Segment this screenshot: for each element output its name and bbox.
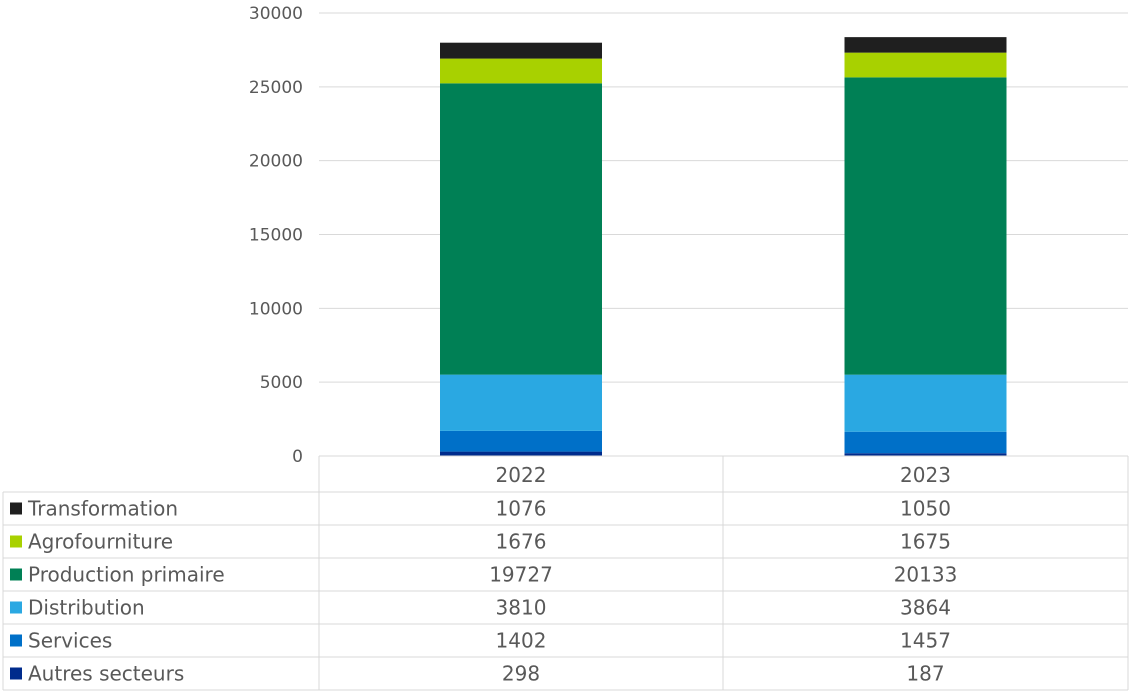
- bar-segment: [844, 37, 1007, 53]
- bar-segment: [440, 42, 602, 59]
- bar-segment: [844, 374, 1007, 432]
- bar-segment: [440, 374, 602, 431]
- data-label: 1402: [496, 629, 547, 653]
- bar-segment: [844, 52, 1007, 78]
- bar-segment: [440, 430, 602, 452]
- data-label: 1076: [496, 497, 547, 521]
- series-label: Production primaire: [28, 563, 225, 587]
- y-tick-label: 0: [292, 447, 303, 467]
- data-table: 2022 2023 Transformation 1076 1050 Agrofourni…: [2, 455, 1129, 691]
- y-tick-label: 30000: [249, 4, 303, 24]
- y-tick-label: 10000: [249, 299, 303, 319]
- series-label: Distribution: [28, 596, 145, 620]
- legend-swatch: [10, 568, 22, 581]
- legend-swatch: [10, 667, 22, 680]
- legend-swatch: [10, 601, 22, 614]
- data-label: 19727: [489, 563, 553, 587]
- bar-segment: [440, 58, 602, 84]
- series-label: Autres secteurs: [28, 662, 184, 686]
- series-label: Transformation: [27, 497, 178, 521]
- y-tick-label: 15000: [249, 226, 303, 246]
- y-tick-label: 25000: [249, 78, 303, 98]
- bar-segment: [844, 453, 1007, 456]
- data-label: 20133: [894, 563, 958, 587]
- data-label: 3864: [900, 596, 951, 620]
- legend-swatch: [10, 535, 22, 548]
- y-axis: 0 5000 10000 15000 20000 25000 30000: [249, 4, 303, 467]
- y-tick-label: 5000: [260, 373, 303, 393]
- data-label: 1050: [900, 497, 951, 521]
- legend-swatch: [10, 502, 22, 515]
- data-label: 1457: [900, 629, 951, 653]
- data-label: 298: [502, 662, 540, 686]
- bar-segment: [844, 431, 1007, 454]
- category-label: 2023: [900, 463, 951, 487]
- data-label: 1676: [496, 530, 547, 554]
- data-label: 187: [906, 662, 944, 686]
- bars: [440, 37, 1007, 456]
- data-label: 3810: [496, 596, 547, 620]
- series-label: Services: [28, 629, 112, 653]
- bar-segment: [844, 77, 1007, 375]
- bar-segment: [440, 451, 602, 456]
- series-label: Agrofourniture: [28, 530, 173, 554]
- bar-segment: [440, 83, 602, 375]
- y-tick-label: 20000: [249, 152, 303, 172]
- category-label: 2022: [496, 463, 547, 487]
- legend-swatch: [10, 634, 22, 647]
- data-label: 1675: [900, 530, 951, 554]
